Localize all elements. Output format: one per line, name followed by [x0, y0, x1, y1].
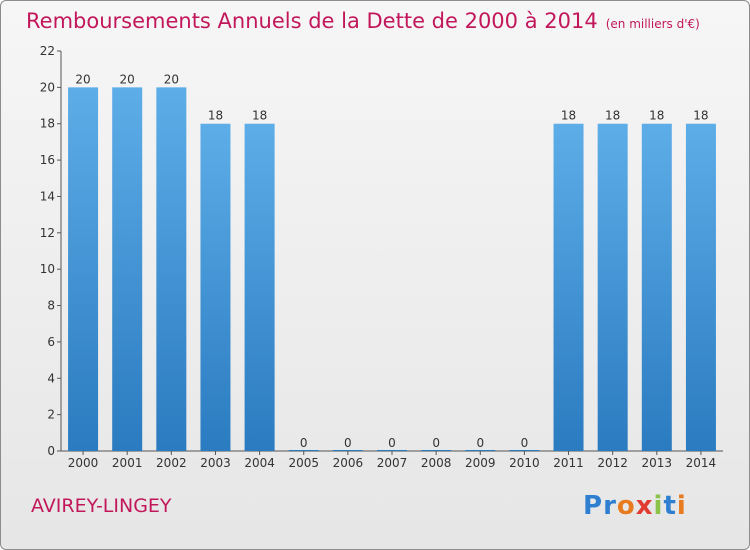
y-tick-label: 2: [47, 408, 55, 422]
chart-data-labels: 20 20 20 18 18 0 0 0 0 0 0 18 18 18 18: [75, 72, 708, 450]
bar-2004: [244, 123, 275, 452]
y-tick-label: 20: [40, 80, 55, 94]
proxiti-logo: Proxiti: [583, 491, 687, 521]
y-tick-label: 18: [40, 117, 55, 131]
y-tick-label: 0: [47, 444, 55, 458]
x-tick-label-2014: 2014: [686, 456, 717, 470]
data-label-2009: 0: [476, 436, 484, 450]
y-tick-label: 10: [40, 262, 55, 276]
y-tick-label: 4: [47, 371, 55, 385]
x-tick-label-2010: 2010: [509, 456, 540, 470]
bar-2012: [597, 123, 628, 452]
y-tick-label: 12: [40, 226, 55, 240]
x-tick-label-2005: 2005: [288, 456, 319, 470]
bar-2001: [112, 87, 143, 451]
data-label-2004: 18: [252, 109, 267, 123]
chart-title: Remboursements Annuels de la Dette de 20…: [26, 9, 700, 33]
bar-2002: [156, 87, 187, 451]
data-label-2000: 20: [75, 72, 90, 86]
data-label-2003: 18: [208, 109, 223, 123]
data-label-2013: 18: [649, 109, 664, 123]
data-label-2006: 0: [344, 436, 352, 450]
y-tick-label: 22: [40, 44, 55, 58]
logo-letter: t: [663, 491, 677, 521]
y-tick-label: 8: [47, 299, 55, 313]
data-label-2002: 20: [164, 72, 179, 86]
bar-2000: [68, 87, 99, 451]
bar-2013: [641, 123, 672, 452]
x-tick-label-2000: 2000: [68, 456, 99, 470]
data-label-2010: 0: [521, 436, 529, 450]
x-tick-label-2006: 2006: [333, 456, 364, 470]
y-tick-label: 6: [47, 335, 55, 349]
x-tick-label-2003: 2003: [200, 456, 231, 470]
data-label-2005: 0: [300, 436, 308, 450]
data-label-2012: 18: [605, 109, 620, 123]
data-label-2007: 0: [388, 436, 396, 450]
logo-letter: P: [583, 491, 604, 521]
chart-bars: [68, 87, 716, 452]
logo-letter: i: [653, 491, 664, 521]
bar-2011: [553, 123, 584, 452]
chart-title-text: Remboursements Annuels de la Dette de 20…: [26, 9, 598, 33]
x-tick-label-2002: 2002: [156, 456, 187, 470]
bar-2014: [685, 123, 716, 452]
x-tick-label-2012: 2012: [597, 456, 628, 470]
x-tick-label-2009: 2009: [465, 456, 496, 470]
logo-letter: i: [676, 491, 687, 521]
logo-letter: o: [616, 491, 636, 521]
y-tick-label: 14: [40, 189, 55, 203]
x-tick-label-2008: 2008: [421, 456, 452, 470]
commune-name: AVIREY-LINGEY: [31, 495, 172, 517]
chart-subtitle: (en milliers d'€): [605, 17, 700, 31]
x-tick-label-2013: 2013: [642, 456, 673, 470]
x-tick-label-2004: 2004: [244, 456, 275, 470]
data-label-2011: 18: [561, 109, 576, 123]
y-tick-label: 16: [40, 153, 55, 167]
bar-2003: [200, 123, 231, 452]
data-label-2014: 18: [693, 109, 708, 123]
data-label-2001: 20: [120, 72, 135, 86]
x-tick-label-2011: 2011: [553, 456, 584, 470]
x-tick-label-2007: 2007: [377, 456, 408, 470]
logo-letter: r: [603, 491, 617, 521]
logo-letter: x: [635, 491, 654, 521]
x-tick-label-2001: 2001: [112, 456, 143, 470]
data-label-2008: 0: [432, 436, 440, 450]
